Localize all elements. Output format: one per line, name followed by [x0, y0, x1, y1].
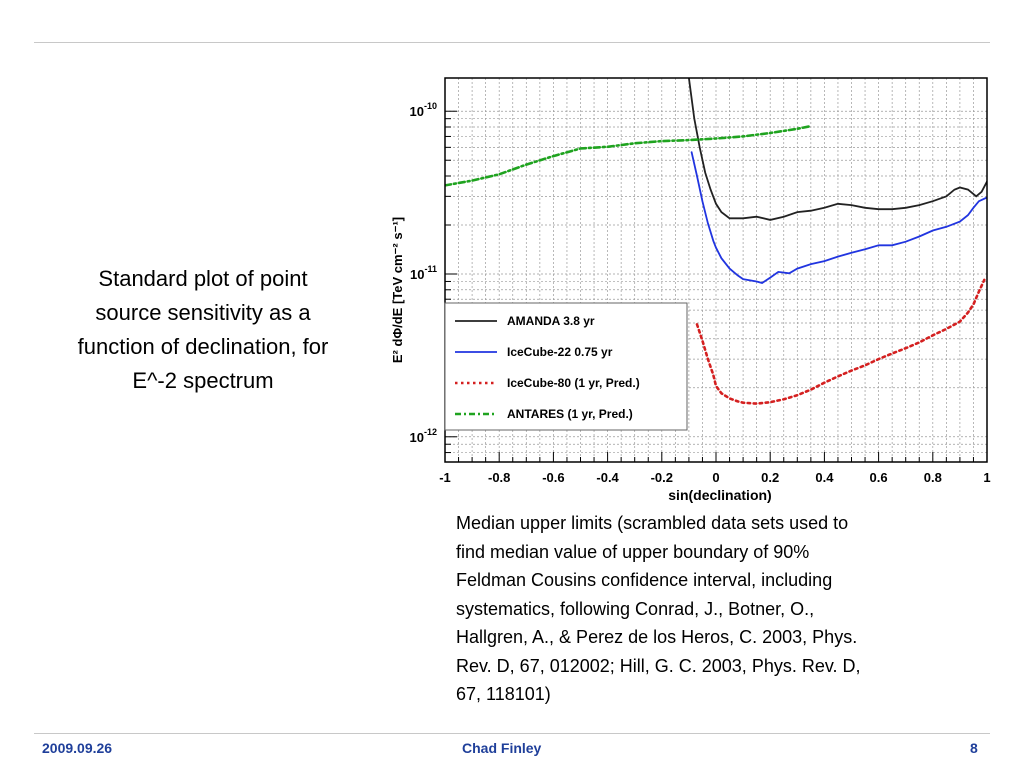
x-tick-label: 0	[712, 470, 719, 485]
x-tick-label: -0.2	[651, 470, 673, 485]
footer-author: Chad Finley	[462, 740, 542, 756]
series-line-2	[695, 278, 986, 405]
y-axis-label: E² dΦ/dE [TeV cm⁻² s⁻¹]	[390, 217, 405, 363]
slide-description: Standard plot of point source sensitivit…	[77, 266, 329, 393]
top-divider	[34, 42, 990, 43]
x-tick-label: 1	[983, 470, 990, 485]
x-tick-label: 0.4	[815, 470, 834, 485]
y-tick-label: 10-11	[410, 264, 437, 282]
footer-page-number: 8	[970, 740, 978, 756]
bottom-divider	[34, 733, 990, 734]
legend-label: AMANDA 3.8 yr	[507, 314, 595, 328]
legend-label: IceCube-80 (1 yr, Pred.)	[507, 376, 640, 390]
series-line-3	[445, 124, 813, 187]
y-tick-label: 10-10	[410, 101, 437, 119]
chart-ticks: -1 -0.8 -0.6 -0.4 -0.2 0 0.2 0.4 0.6 0.8 1 10-12 10-…	[410, 101, 991, 485]
sensitivity-chart: -1 -0.8 -0.6 -0.4 -0.2 0 0.2 0.4 0.6 0.8 1 10-12 10-…	[390, 77, 991, 503]
legend-label: IceCube-22 0.75 yr	[507, 345, 613, 359]
method-note: Median upper limits (scrambled data sets…	[456, 513, 861, 704]
x-tick-label: 0.2	[761, 470, 779, 485]
legend-box	[444, 302, 688, 431]
x-axis-label: sin(declination)	[668, 487, 771, 503]
series-line-1	[690, 151, 987, 284]
series-line-0	[688, 78, 987, 221]
footer-date: 2009.09.26	[42, 740, 113, 756]
chart-legend: AMANDA 3.8 yr IceCube-22 0.75 yr IceCube-8…	[444, 302, 688, 431]
y-tick-label: 10-12	[410, 427, 437, 445]
x-tick-label: -0.4	[596, 470, 619, 485]
x-tick-label: 0.8	[924, 470, 942, 485]
legend-label: ANTARES (1 yr, Pred.)	[507, 407, 633, 421]
chart-series	[445, 78, 987, 405]
x-tick-label: -0.6	[542, 470, 564, 485]
x-tick-label: -0.8	[488, 470, 510, 485]
x-tick-label: -1	[439, 470, 451, 485]
x-tick-label: 0.6	[870, 470, 888, 485]
